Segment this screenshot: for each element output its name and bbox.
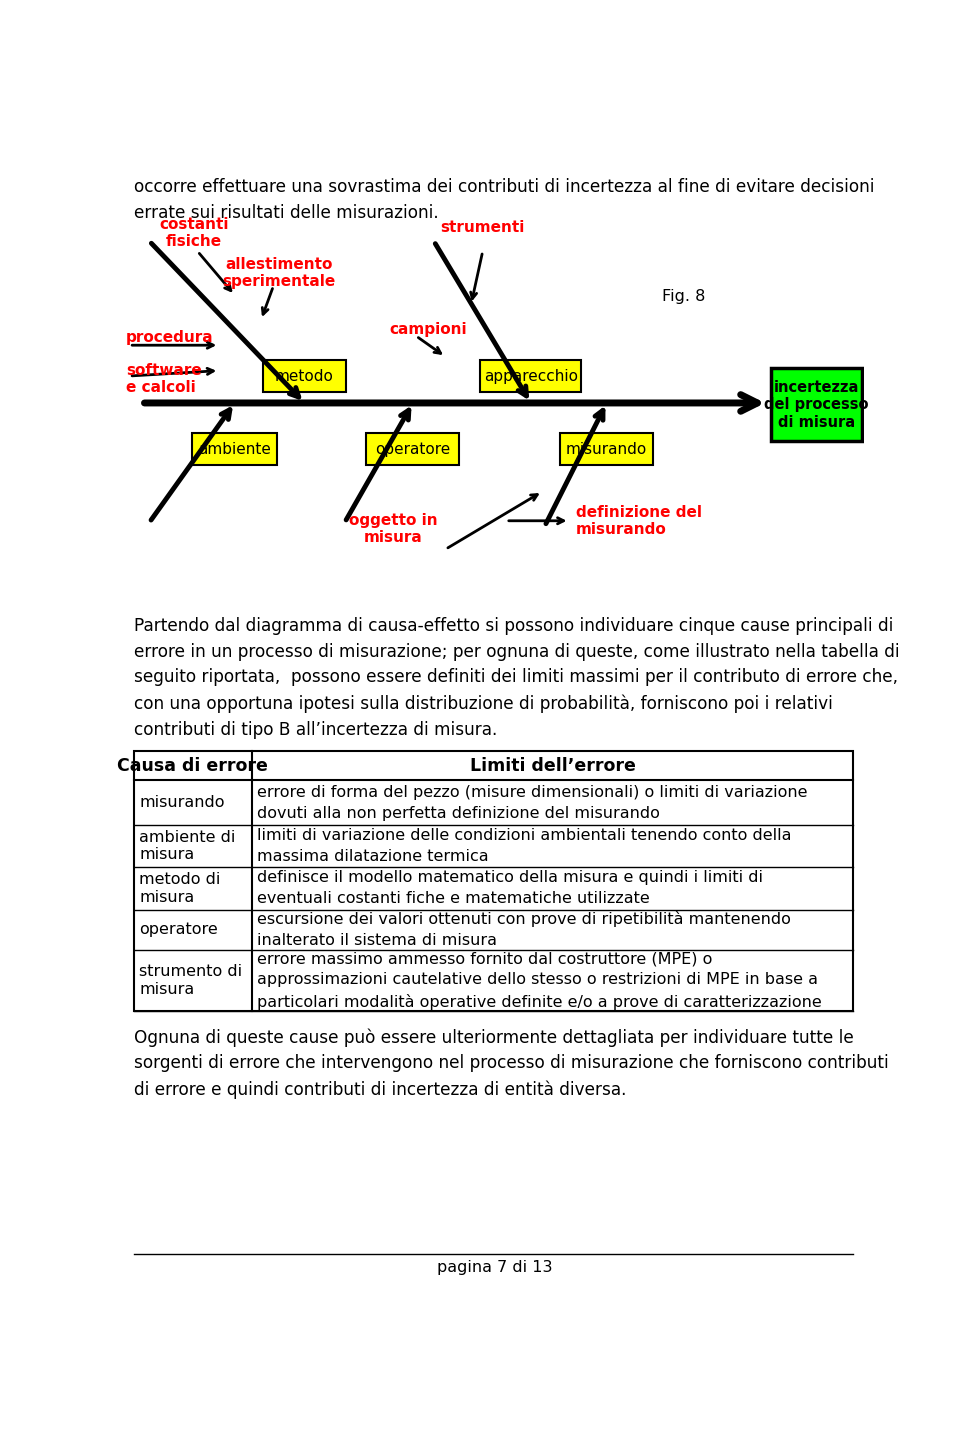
Text: pagina 7 di 13: pagina 7 di 13 [437,1260,552,1275]
Text: escursione dei valori ottenuti con prove di ripetibilità mantenendo
inalterato i: escursione dei valori ottenuti con prove… [257,911,791,949]
Text: software
e calcoli: software e calcoli [126,363,202,396]
Text: ambiente di
misura: ambiente di misura [139,830,236,863]
Text: allestimento
sperimentale: allestimento sperimentale [223,257,335,289]
Text: errore di forma del pezzo (misure dimensionali) o limiti di variazione
dovuti al: errore di forma del pezzo (misure dimens… [257,785,807,821]
Text: operatore: operatore [139,923,218,937]
Text: operatore: operatore [375,441,450,457]
Bar [134,751,853,1012]
Text: misurando: misurando [566,441,647,457]
Bar [561,433,653,466]
Text: Partendo dal diagramma di causa-effetto si possono individuare cinque cause prin: Partendo dal diagramma di causa-effetto … [134,618,900,738]
Text: metodo: metodo [275,368,334,384]
Text: errore massimo ammesso fornito dal costruttore (MPE) o
approssimazioni cautelati: errore massimo ammesso fornito dal costr… [257,952,822,1010]
Text: definizione del
misurando: definizione del misurando [576,504,702,537]
Bar [192,433,277,466]
Text: Limiti dell’errore: Limiti dell’errore [469,757,636,775]
Text: limiti di variazione delle condizioni ambientali tenendo conto della
massima dil: limiti di variazione delle condizioni am… [257,828,792,864]
Text: ambiente: ambiente [199,441,271,457]
Text: occorre effettuare una sovrastima dei contributi di incertezza al fine di evitar: occorre effettuare una sovrastima dei co… [134,178,875,222]
Text: campioni: campioni [390,321,468,337]
Text: misurando: misurando [139,795,225,810]
Text: procedura: procedura [126,330,214,345]
Text: metodo di
misura: metodo di misura [139,873,221,904]
Text: definisce il modello matematico della misura e quindi i limiti di
eventuali cost: definisce il modello matematico della mi… [257,870,763,907]
Text: costanti
fisiche: costanti fisiche [158,216,228,249]
Text: apparecchio: apparecchio [484,368,578,384]
Bar [263,360,347,393]
Text: incertezza
del processo
di misura: incertezza del processo di misura [764,380,869,430]
Text: strumento di
misura: strumento di misura [139,964,243,997]
Text: strumenti: strumenti [441,219,525,235]
Text: Ognuna di queste cause può essere ulteriormente dettagliata per individuare tutt: Ognuna di queste cause può essere ulteri… [134,1029,889,1099]
Bar [771,368,862,441]
Bar [480,360,581,393]
Text: Causa di errore: Causa di errore [117,757,268,775]
Text: Fig. 8: Fig. 8 [662,289,706,304]
Bar [367,433,460,466]
Text: oggetto in
misura: oggetto in misura [349,513,438,546]
